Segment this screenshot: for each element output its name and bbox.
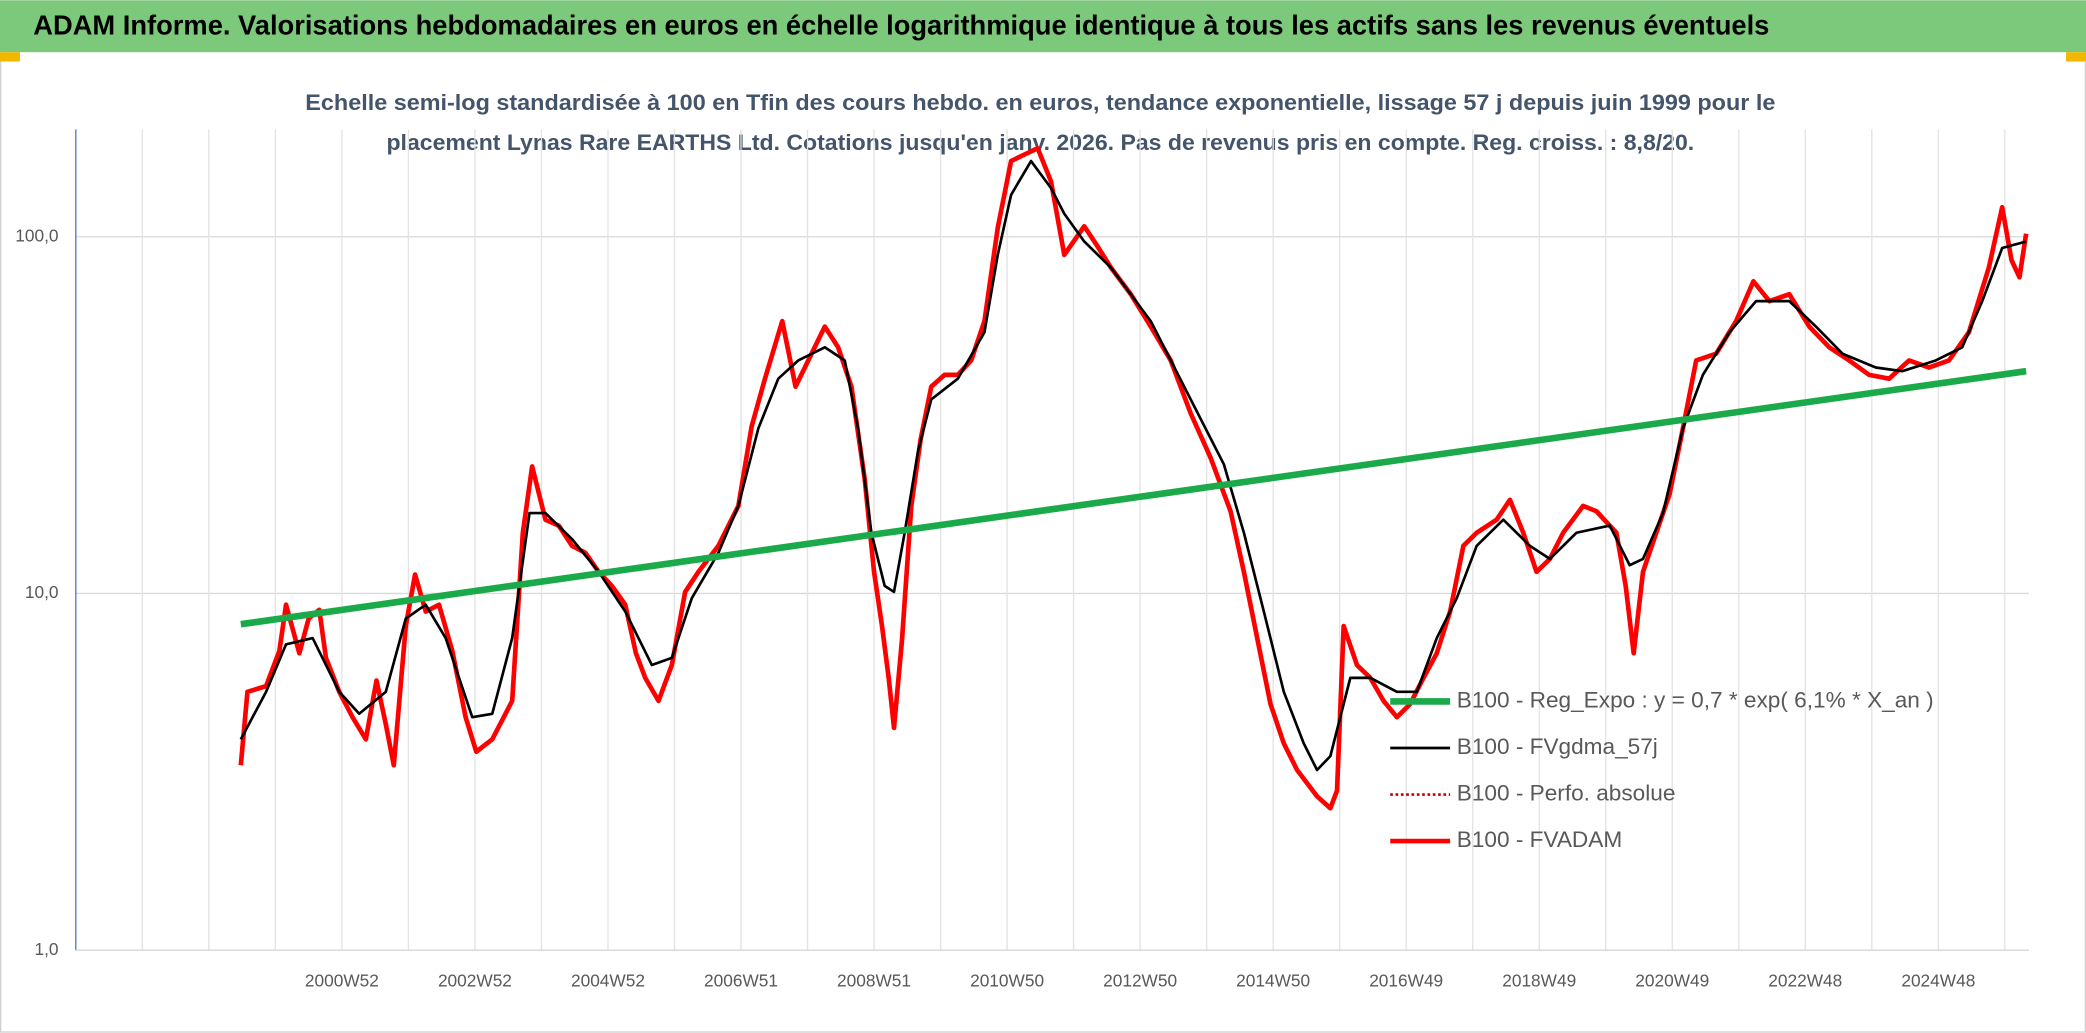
x-tick-label: 2006W51 xyxy=(704,971,778,991)
x-tick-label: 2024W48 xyxy=(1901,971,1975,991)
legend-label: B100 - Perfo. absolue xyxy=(1457,781,1676,806)
x-tick-label: 2012W50 xyxy=(1103,971,1177,991)
x-tick-label: 2018W49 xyxy=(1502,971,1576,991)
legend-label: B100 - FVADAM xyxy=(1457,827,1622,852)
x-tick-label: 2000W52 xyxy=(305,971,379,991)
x-tick-label: 2008W51 xyxy=(837,971,911,991)
x-tick-label: 2020W49 xyxy=(1635,971,1709,991)
legend-label: B100 - FVgdma_57j xyxy=(1457,734,1658,759)
header-bar xyxy=(0,0,2086,53)
grid: 1,0 10,0 100,0 2000W52 2002W52 2004W52 2006W51… xyxy=(15,129,2029,991)
corner-mark xyxy=(0,52,20,62)
legend: B100 - Reg_Expo : y = 0,7 * exp( 6,1% * … xyxy=(1390,687,1934,852)
series-line xyxy=(239,159,2027,772)
x-tick-label: 2014W50 xyxy=(1236,971,1310,991)
x-tick-label: 2010W50 xyxy=(970,971,1044,991)
corner-mark xyxy=(2066,52,2086,62)
legend-label: B100 - Reg_Expo : y = 0,7 * exp( 6,1% * … xyxy=(1457,687,1934,712)
series-line xyxy=(240,367,2027,628)
x-tick-label: 2004W52 xyxy=(571,971,645,991)
plot-area xyxy=(238,145,2029,811)
x-tick-label: 2002W52 xyxy=(438,971,512,991)
y-tick-label: 10,0 xyxy=(25,582,59,602)
x-tick-label: 2016W49 xyxy=(1369,971,1443,991)
y-tick-label: 100,0 xyxy=(15,225,58,245)
chart-title: ADAM Informe. Valorisations hebdomadaire… xyxy=(33,9,1769,40)
chart-subtitle: Echelle semi-log standardisée à 100 en T… xyxy=(305,90,1775,115)
y-tick-label: 1,0 xyxy=(35,939,59,959)
x-tick-label: 2022W48 xyxy=(1768,971,1842,991)
